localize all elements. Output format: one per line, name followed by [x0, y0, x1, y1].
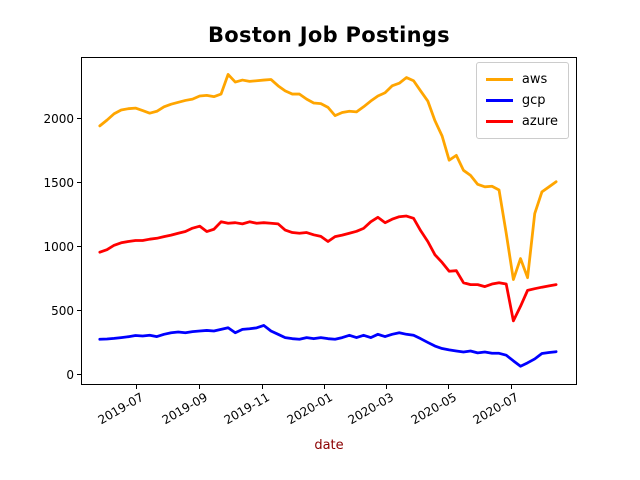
x-tick-mark: [385, 385, 387, 389]
x-tick-mark: [324, 385, 326, 389]
y-tick-label: 0: [66, 367, 74, 382]
y-tick-mark: [77, 118, 81, 120]
legend-label-gcp: gcp: [521, 93, 546, 108]
legend-entry-aws: aws: [485, 69, 558, 90]
legend-label-azure: azure: [521, 114, 558, 129]
series-line-azure: [98, 214, 558, 323]
legend-swatch-gcp: [485, 99, 513, 102]
x-tick-mark: [135, 385, 137, 389]
y-tick-label: 1500: [43, 175, 74, 190]
x-tick-mark: [448, 385, 450, 389]
chart-title: Boston Job Postings: [208, 23, 450, 47]
series-line-aws: [98, 73, 558, 281]
plot-area: aws gcp azure: [81, 57, 577, 385]
series-line-gcp: [98, 324, 558, 368]
y-tick-mark: [77, 374, 81, 376]
y-tick-label: 2000: [43, 111, 74, 126]
legend-swatch-azure: [485, 120, 513, 123]
legend-swatch-aws: [485, 78, 513, 81]
x-tick-mark: [199, 385, 201, 389]
x-tick-mark: [261, 385, 263, 389]
x-axis-label: date: [314, 438, 344, 453]
plot-canvas: [98, 73, 558, 368]
y-tick-label: 1000: [43, 239, 74, 254]
x-tick-mark: [510, 385, 512, 389]
legend-label-aws: aws: [521, 72, 548, 87]
y-tick-mark: [77, 246, 81, 248]
y-tick-label: 500: [51, 303, 74, 318]
legend-entry-gcp: gcp: [485, 90, 558, 111]
legend-entry-azure: azure: [485, 111, 558, 132]
y-tick-mark: [77, 310, 81, 312]
y-tick-mark: [77, 182, 81, 184]
legend: aws gcp azure: [475, 62, 569, 139]
